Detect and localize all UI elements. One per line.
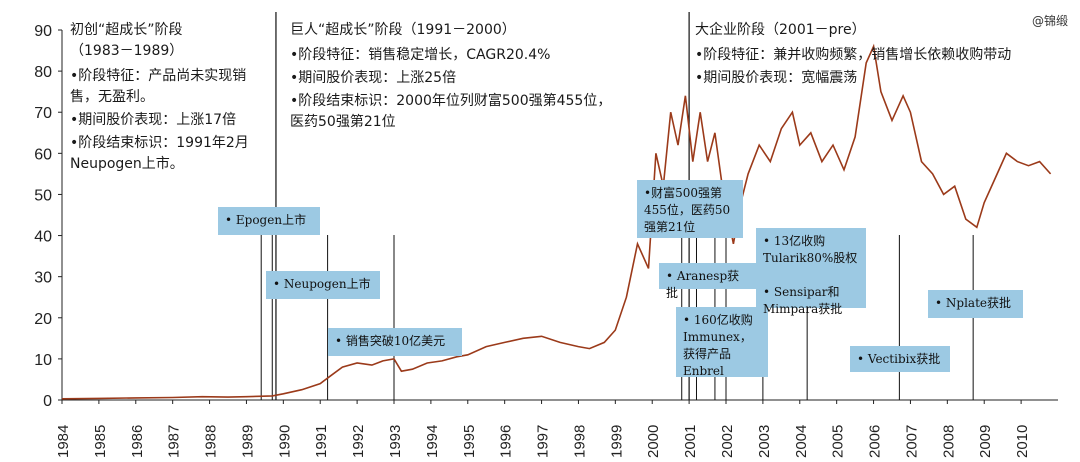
phase-line: •期间股价表现：宽幅震荡 [695, 70, 858, 86]
watermark: @锦缎 [1031, 14, 1068, 28]
phase-line: •阶段特征：销售稳定增长，CAGR20.4% [290, 47, 551, 63]
event-box-neupogen: • Neupogen上市 [266, 271, 380, 299]
event-box-aranesp: • Aranesp获批 [659, 263, 757, 300]
phase-line: •阶段特征：产品尚未实现销售，无盈利。 [70, 68, 247, 105]
event-box-epogen: • Epogen上市 [218, 207, 320, 235]
phase-line: •期间股价表现：上涨25倍 [290, 70, 457, 86]
event-box-nplate: • Nplate获批 [928, 290, 1023, 318]
event-box-sales-1b: • 销售突破10亿美元 [328, 328, 462, 356]
x-tick-label: 2004 [793, 425, 810, 458]
phase-line: •阶段结束标识：1991年2月Neupogen上市。 [70, 135, 249, 172]
x-tick-label: 2009 [977, 425, 994, 458]
x-tick-label: 2010 [1014, 425, 1031, 458]
y-tick-label: 70 [34, 105, 52, 122]
x-tick-label: 2001 [682, 425, 699, 458]
x-tick-label: 1998 [571, 425, 588, 458]
event-box-immunex: • 160亿收购 Immunex， 获得产品 Enbrel [676, 307, 768, 378]
x-tick-label: 2008 [940, 425, 957, 458]
x-tick-label: 1985 [92, 425, 109, 458]
x-tick-label: 1996 [498, 425, 515, 458]
x-tick-label: 1991 [313, 425, 330, 458]
phase-title: 巨人“超成长”阶段（1991－2000） [290, 22, 516, 38]
event-box-vectibix: • Vectibix获批 [850, 346, 950, 372]
x-tick-label: 1989 [239, 425, 256, 458]
y-tick-label: 90 [34, 23, 52, 40]
phase-title: 初创“超成长”阶段 （1983－1989） [70, 22, 184, 59]
x-tick-label: 1990 [276, 425, 293, 458]
y-tick-label: 40 [34, 229, 52, 246]
x-tick-label: 2006 [867, 425, 884, 458]
y-tick-label: 80 [34, 64, 52, 81]
y-tick-label: 50 [34, 187, 52, 204]
x-tick-label: 1987 [166, 425, 183, 458]
x-tick-label: 1988 [203, 425, 220, 458]
x-tick-label: 2002 [719, 425, 736, 458]
phase-block-enterprise: 大企业阶段（2001－pre） •阶段特征：兼并收购频繁，销售增长依赖收购带动 … [695, 20, 1040, 91]
x-tick-label: 1995 [461, 425, 478, 458]
phase-line: •期间股价表现：上涨17倍 [70, 112, 237, 128]
x-tick-label: 2007 [903, 425, 920, 458]
x-tick-label: 1986 [129, 425, 146, 458]
phase-title: 大企业阶段（2001－pre） [695, 22, 866, 38]
phase-block-startup: 初创“超成长”阶段 （1983－1989） •阶段特征：产品尚未实现销售，无盈利… [70, 20, 270, 177]
phase-line: •阶段特征：兼并收购频繁，销售增长依赖收购带动 [695, 47, 1012, 63]
phase-block-giant: 巨人“超成长”阶段（1991－2000） •阶段特征：销售稳定增长，CAGR20… [290, 20, 620, 135]
x-tick-label: 1999 [608, 425, 625, 458]
phase-line: •阶段结束标识：2000年位列财富500强第455位，医药50强第21位 [290, 93, 612, 130]
x-tick-label: 2005 [830, 425, 847, 458]
event-box-tularik-sensipar: • 13亿收购 Tularik80%股权 • Sensipar和 Mimpara… [756, 228, 866, 316]
x-tick-label: 1997 [535, 425, 552, 458]
x-tick-label: 1994 [424, 425, 441, 458]
y-tick-labels: 0 10 20 30 40 50 60 70 80 90 [34, 23, 52, 410]
x-tick-label: 1984 [55, 425, 72, 458]
y-tick-label: 0 [43, 393, 52, 410]
y-tick-label: 30 [34, 270, 52, 287]
axes [58, 29, 1058, 404]
price-series-line [61, 43, 1052, 400]
x-tick-label: 1992 [350, 425, 367, 458]
event-lines [260, 235, 974, 400]
x-tick-label: 1993 [387, 425, 404, 458]
y-tick-label: 10 [34, 352, 52, 369]
y-tick-label: 60 [34, 146, 52, 163]
event-box-fortune500: •财富500强第 455位，医药50 强第21位 [637, 180, 743, 238]
x-tick-label: 2000 [645, 425, 662, 458]
y-tick-label: 20 [34, 311, 52, 328]
x-tick-labels: 1984 1985 1986 1987 1988 1989 1990 1991 1992 1993… [55, 425, 1031, 458]
x-tick-label: 2003 [756, 425, 773, 458]
